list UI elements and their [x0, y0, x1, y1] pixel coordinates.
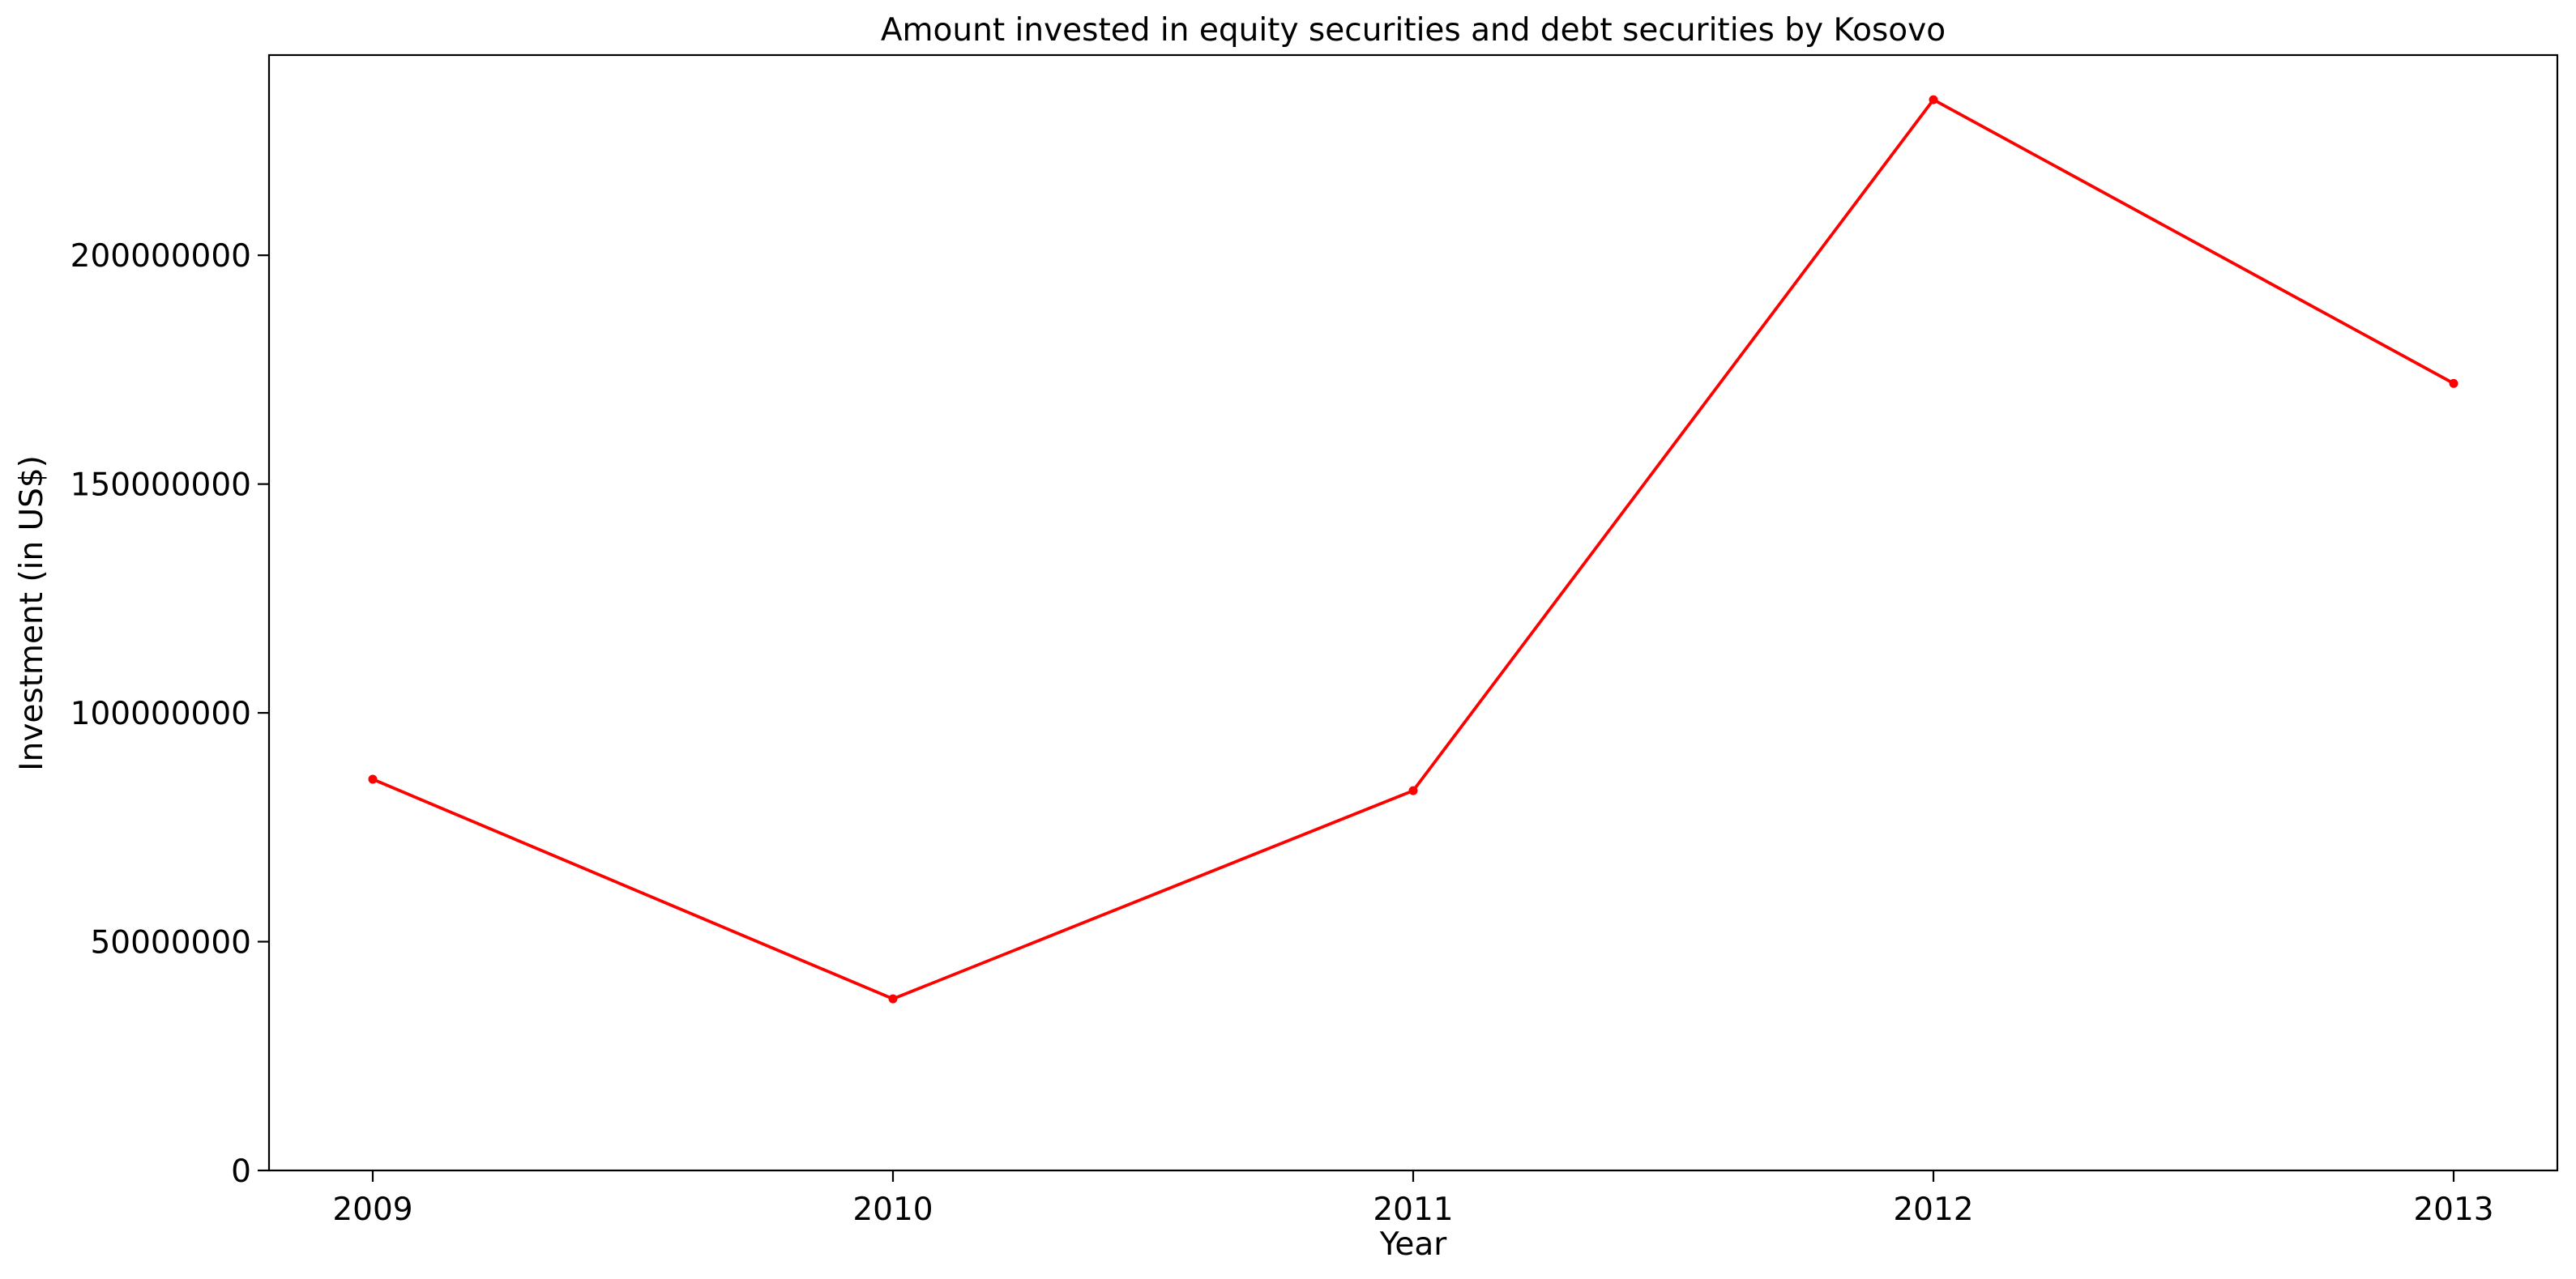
data-point-2010: [888, 994, 898, 1004]
plot-area-frame: [267, 53, 2559, 1172]
x-tick-label: 2010: [852, 1192, 933, 1228]
y-axis-label: Investment (in US$): [14, 455, 50, 771]
y-axis: 0 50000000 100000000 150000000 200000000: [70, 238, 269, 1190]
y-tick-label: 100000000: [70, 696, 251, 732]
x-tick-label: 2012: [1893, 1192, 1973, 1228]
x-axis: 2009 2010 2011 2012 2013: [332, 1170, 2494, 1228]
data-point-2009: [368, 774, 378, 784]
x-axis-label: Year: [1379, 1226, 1448, 1263]
y-tick-label: 0: [231, 1153, 251, 1190]
data-point-2012: [1929, 95, 1938, 104]
y-tick-label: 150000000: [70, 467, 251, 504]
data-point-2011: [1408, 786, 1418, 795]
series-layer: [368, 95, 2459, 1004]
y-tick-label: 50000000: [90, 925, 251, 961]
y-tick-label: 200000000: [70, 238, 251, 275]
chart-title: Amount invested in equity securities and…: [881, 12, 1946, 49]
data-point-2013: [2449, 378, 2459, 388]
x-tick-label: 2011: [1373, 1192, 1453, 1228]
x-tick-label: 2013: [2413, 1192, 2493, 1228]
x-tick-label: 2009: [332, 1192, 412, 1228]
